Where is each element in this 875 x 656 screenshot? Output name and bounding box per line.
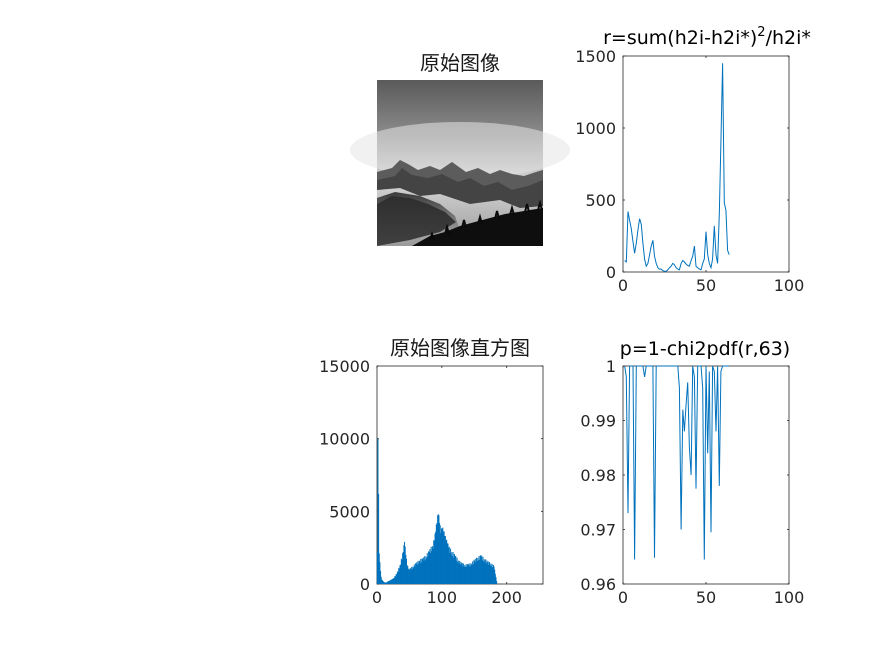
p-chart-xtick-label: 100: [774, 588, 805, 607]
histogram-chart-ytick-label: 10000: [319, 430, 370, 449]
r-chart-title: r=sum(h2i-h2i*)2/h2i*: [603, 25, 811, 49]
p-chart-ytick-label: 0.99: [580, 412, 616, 431]
p-chart-axes: 0 50 100 0.96 0.97 0.98 0.99 1: [580, 357, 804, 607]
histogram-chart: 原始图像直方图 0 100 200 0 5000 10000 15000: [319, 336, 544, 607]
histogram-chart-xtick-label: 200: [491, 588, 522, 607]
r-chart-ytick-label: 1500: [575, 47, 616, 66]
histogram-chart-xtick-label: 0: [372, 588, 382, 607]
r-chart-ytick-label: 1000: [575, 119, 616, 138]
r-chart-title-sup: 2: [757, 25, 765, 40]
histogram-chart-axes: 0 100 200 0 5000 10000 15000: [319, 357, 544, 607]
p-chart-ytick-label: 0.97: [580, 521, 616, 540]
p-chart: p=1-chi2pdf(r,63) 0 50 100 0.96 0.97 0.98 0.99…: [580, 338, 804, 607]
histogram-chart-axes-box: [376, 365, 544, 585]
r-chart-xtick-label: 50: [696, 276, 716, 295]
histogram-chart-xtick-label: 100: [427, 588, 458, 607]
r-chart-ytick-label: 0: [606, 263, 616, 282]
r-chart-series-line: [624, 63, 730, 272]
histogram-chart-ytick-label: 15000: [319, 357, 370, 376]
landscape-image: [350, 80, 570, 246]
p-chart-xtick-label: 50: [696, 588, 716, 607]
r-chart-xtick-label: 0: [618, 276, 628, 295]
p-chart-xtick-label: 0: [618, 588, 628, 607]
p-chart-ytick-label: 0.98: [580, 466, 616, 485]
histogram-chart-title: 原始图像直方图: [390, 336, 530, 360]
p-chart-title: p=1-chi2pdf(r,63): [620, 338, 790, 360]
p-chart-ytick-label: 1: [606, 357, 616, 376]
p-chart-ytick-label: 0.96: [580, 575, 616, 594]
histogram-chart-ytick-label: 0: [360, 575, 370, 594]
r-chart-xtick-label: 100: [774, 276, 805, 295]
p-chart-series-line: [624, 365, 730, 560]
r-chart-ytick-label: 500: [585, 191, 616, 210]
r-chart-title-main: r=sum(h2i-h2i*): [603, 27, 757, 49]
image-panel-title: 原始图像: [420, 51, 500, 75]
image-panel: 原始图像: [350, 51, 570, 246]
r-chart-title-tail: /h2i*: [766, 27, 811, 49]
histogram-chart-ytick-label: 5000: [329, 502, 370, 521]
